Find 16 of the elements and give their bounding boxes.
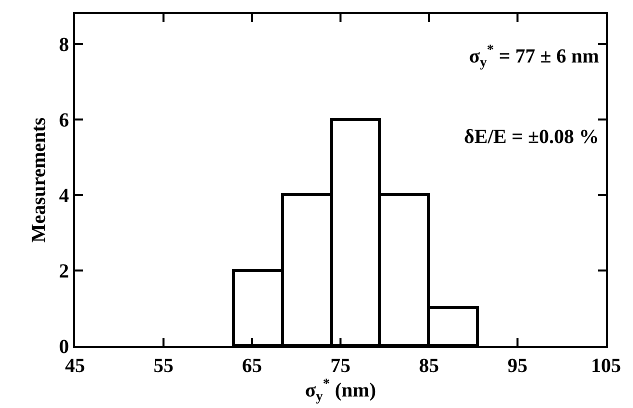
x-tick-label: 85 [419, 355, 439, 377]
x-tick-label: 45 [65, 355, 85, 377]
annotation: δE/E = ±0.08 % [464, 126, 599, 148]
y-axis-title: Measurements [28, 117, 50, 243]
y-tick-label: 2 [59, 260, 69, 283]
x-tick-label: 55 [154, 355, 174, 377]
x-tick-label: 75 [330, 355, 350, 377]
y-tick-label: 8 [59, 34, 69, 56]
x-tick-label: 95 [508, 355, 528, 377]
x-tick-label: 105 [591, 355, 621, 377]
x-axis-title: σ$_{y}$$^{*}$ (nm) [305, 377, 376, 405]
y-tick-label: 4 [59, 185, 69, 208]
annotation: σ$_{y}$$^{*}$ = 77 ± 6 nm [469, 43, 600, 71]
y-tick-label: 6 [59, 110, 69, 132]
y-tick-label: 0 [59, 336, 69, 358]
x-tick-label: 65 [242, 355, 262, 377]
